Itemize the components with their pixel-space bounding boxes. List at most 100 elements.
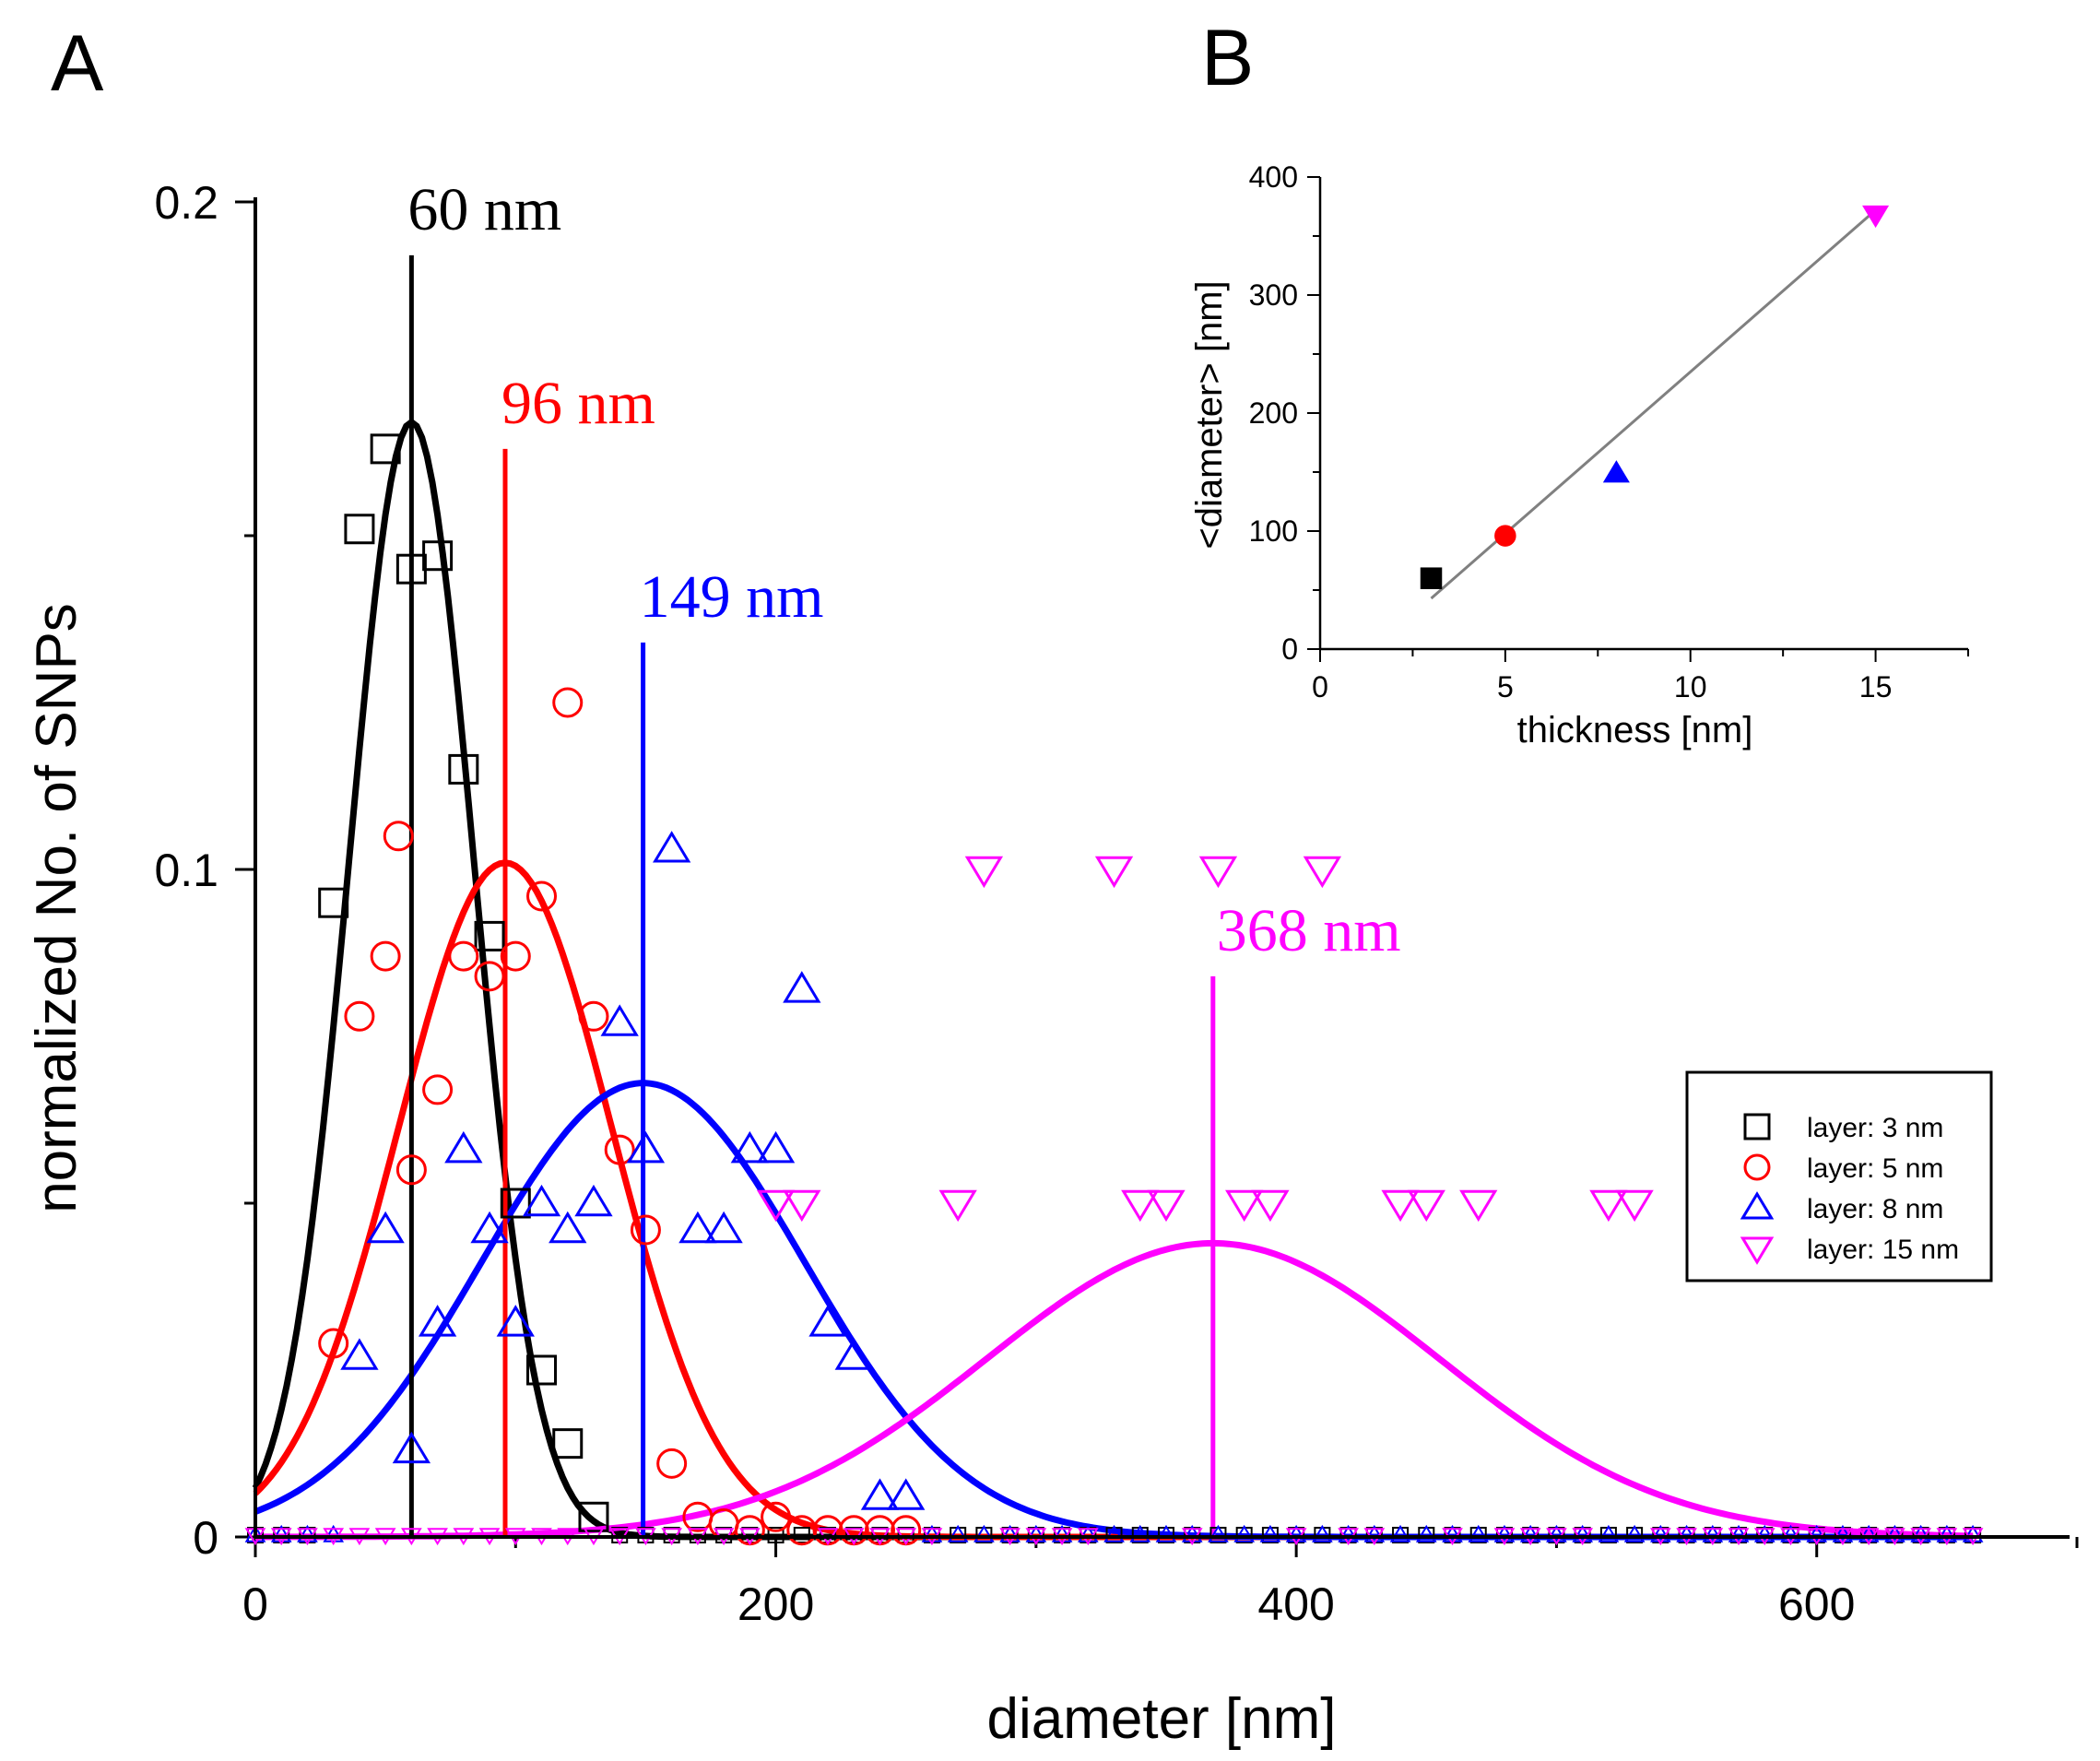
mean-label-series-0: 60 nm — [407, 176, 561, 243]
data-point-series-2 — [1363, 1524, 1386, 1542]
data-point-series-0 — [422, 540, 454, 572]
chart-b-y-tick-label: 0 — [1281, 632, 1298, 666]
data-point-series-2 — [1728, 1524, 1750, 1542]
data-point-series-2 — [418, 1305, 457, 1337]
data-point-series-2 — [1208, 1524, 1229, 1542]
data-point-series-0 — [318, 887, 349, 918]
data-point-series-2 — [1233, 1524, 1256, 1542]
chart-b-x-tick-label: 5 — [1497, 670, 1514, 703]
data-point-series-1 — [578, 1000, 609, 1032]
chart-b-y-tick-label: 400 — [1249, 160, 1298, 194]
data-point-series-2 — [860, 1478, 900, 1510]
data-point-series-2 — [1962, 1524, 1984, 1542]
data-point-series-2 — [340, 1338, 379, 1370]
chart-a-y-tick-label: 0 — [193, 1512, 218, 1564]
data-point-series-1 — [630, 1214, 661, 1246]
data-point-series-3 — [1147, 1189, 1186, 1223]
chart-a-x-tick-label: 0 — [242, 1578, 268, 1630]
data-point-series-1 — [344, 1000, 375, 1032]
chart-b-axes — [1318, 177, 1968, 651]
data-point-series-3 — [964, 856, 1004, 889]
chart-b-y-axis-label: <diameter> [nm] — [1189, 280, 1230, 549]
data-point-series-3 — [1459, 1189, 1498, 1223]
chart-a-x-tick-label: 200 — [737, 1578, 814, 1630]
data-point-series-2 — [1468, 1524, 1490, 1542]
chart-b-point-2 — [1602, 460, 1630, 483]
chart-b-point-1 — [1494, 525, 1516, 547]
data-point-series-2 — [1389, 1524, 1411, 1542]
data-point-series-2 — [1676, 1524, 1697, 1542]
data-point-series-1 — [395, 1154, 427, 1186]
data-point-series-2 — [1780, 1524, 1801, 1542]
chart-a-ticks: 0 200 400 600 0 0.1 0.2 — [154, 177, 2079, 1630]
data-point-series-2 — [1442, 1524, 1463, 1542]
data-point-series-1 — [474, 961, 505, 992]
chart-a: 0 200 400 600 0 0.1 0.2 60 nm 96 nm 149 nm 368 nm… — [25, 176, 2079, 1751]
data-point-series-3 — [1094, 856, 1134, 889]
chart-b-point-3 — [1862, 205, 1890, 229]
data-point-series-0 — [526, 1354, 558, 1386]
chart-b-y-tick-label: 300 — [1249, 278, 1298, 312]
data-point-series-2 — [1519, 1524, 1541, 1542]
data-point-series-1 — [422, 1074, 454, 1105]
data-point-series-2 — [887, 1478, 926, 1510]
chart-b-ticks: 0 5 10 15 0 100 200 300 400 — [1249, 160, 1969, 703]
data-point-series-1 — [656, 1448, 688, 1479]
data-point-series-2 — [921, 1524, 943, 1542]
data-point-series-0 — [552, 1428, 584, 1460]
data-point-series-1 — [318, 1328, 349, 1359]
data-point-series-2 — [756, 1130, 796, 1164]
legend-box — [1685, 1070, 1993, 1282]
data-point-series-3 — [783, 1189, 821, 1223]
data-point-series-2 — [783, 971, 821, 1003]
mean-label-series-2: 149 nm — [640, 563, 824, 631]
legend-marker-series-3 — [1740, 1236, 1775, 1265]
data-point-series-2 — [1884, 1524, 1905, 1542]
data-point-series-2 — [270, 1524, 292, 1542]
data-point-series-2 — [1077, 1524, 1099, 1542]
data-point-series-2 — [1753, 1524, 1776, 1542]
chart-b-x-tick-label: 0 — [1312, 670, 1328, 703]
data-point-series-2 — [1415, 1524, 1437, 1542]
data-point-series-2 — [1493, 1524, 1516, 1542]
chart-b-x-axis-label: thickness [nm] — [1517, 710, 1753, 750]
data-point-series-0 — [578, 1501, 609, 1532]
data-point-series-2 — [323, 1524, 345, 1542]
data-point-series-1 — [786, 1515, 818, 1546]
data-point-series-3 — [1381, 1189, 1420, 1223]
data-point-series-0 — [344, 514, 375, 545]
data-point-series-2 — [1025, 1524, 1047, 1542]
data-point-series-1 — [708, 1508, 739, 1540]
data-point-series-3 — [1198, 856, 1238, 889]
data-point-series-2 — [947, 1524, 969, 1542]
data-point-series-2 — [1155, 1524, 1177, 1542]
chart-b-y-tick-label: 200 — [1249, 396, 1298, 430]
chart-a-legend: layer: 3 nm layer: 5 nm layer: 8 nm layer: … — [1685, 1070, 1993, 1282]
chart-b-y-tick-label: 100 — [1249, 514, 1298, 548]
data-point-series-2 — [496, 1305, 535, 1337]
chart-a-x-axis-label: diameter [nm] — [986, 1687, 1336, 1751]
data-point-series-3 — [938, 1189, 977, 1223]
data-point-series-3 — [1303, 856, 1342, 889]
data-point-series-2 — [999, 1524, 1021, 1542]
legend-marker-series-0 — [1743, 1113, 1771, 1141]
data-point-series-2 — [600, 1004, 639, 1036]
data-point-series-2 — [1181, 1524, 1203, 1542]
data-point-series-2 — [678, 1211, 717, 1244]
panel-label-a: A — [51, 19, 104, 108]
data-point-series-2 — [574, 1184, 613, 1217]
data-point-series-3 — [756, 1189, 796, 1223]
data-point-series-2 — [1103, 1524, 1125, 1542]
data-point-series-1 — [526, 880, 558, 912]
data-point-series-2 — [1051, 1524, 1073, 1542]
chart-b-point-0 — [1420, 567, 1443, 589]
chart-b-points — [1420, 205, 1890, 589]
chart-a-x-tick-label: 600 — [1778, 1578, 1855, 1630]
data-point-series-2 — [1546, 1524, 1567, 1542]
chart-a-y-axis-label: normalized No. of SNPs — [25, 603, 88, 1213]
data-point-series-2 — [244, 1524, 266, 1542]
data-point-series-2 — [730, 1130, 769, 1164]
data-point-series-3 — [1589, 1189, 1628, 1223]
data-point-series-1 — [448, 940, 479, 972]
data-point-series-2 — [1858, 1524, 1880, 1542]
